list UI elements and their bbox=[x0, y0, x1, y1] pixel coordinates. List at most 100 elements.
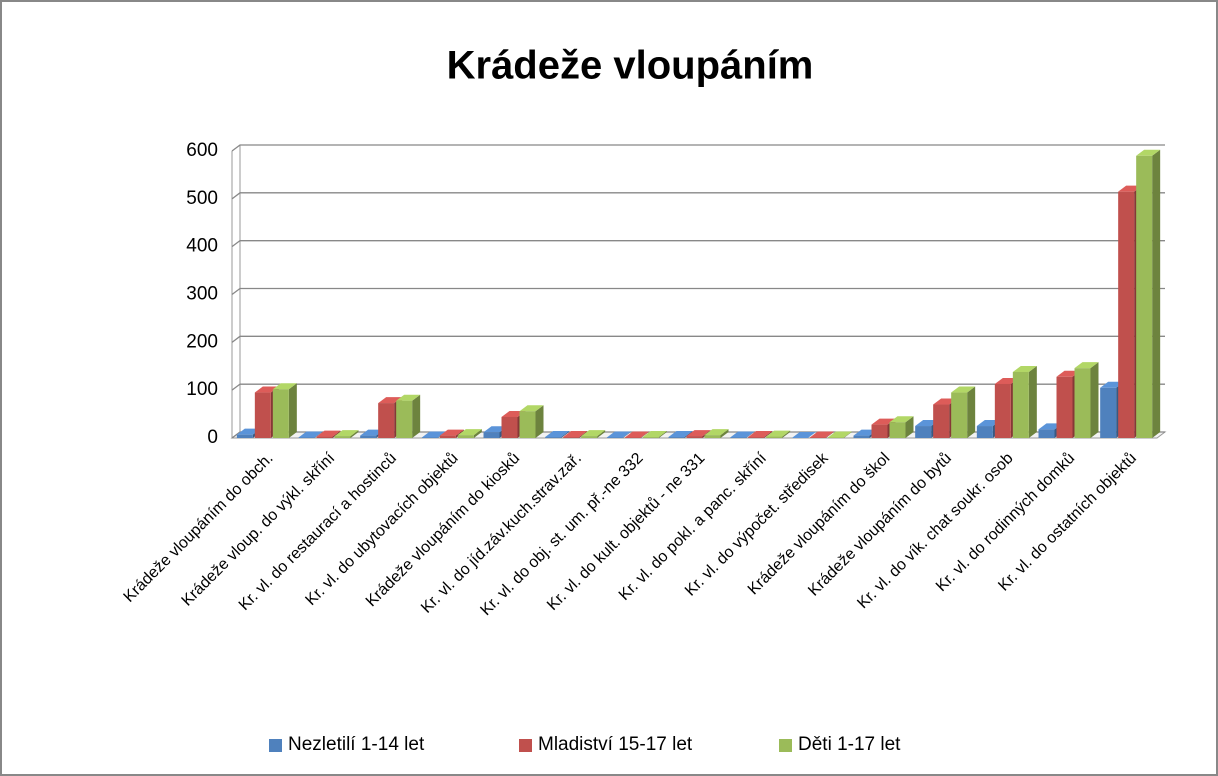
bar-group bbox=[704, 429, 729, 438]
bar-top bbox=[396, 394, 421, 401]
y-tick-label: 400 bbox=[186, 236, 218, 257]
bar-top bbox=[951, 386, 976, 393]
bar-top bbox=[809, 431, 834, 438]
bar-top bbox=[730, 431, 755, 438]
bar-group bbox=[1074, 362, 1099, 438]
bar-group bbox=[809, 431, 834, 438]
bar-top bbox=[686, 430, 711, 437]
grid-line bbox=[231, 431, 1165, 439]
y-tick-label: 300 bbox=[186, 284, 218, 305]
bar-side bbox=[720, 429, 729, 438]
bar-side bbox=[905, 416, 914, 438]
bar-top bbox=[766, 430, 791, 437]
bar bbox=[457, 435, 474, 438]
bar-side bbox=[597, 430, 606, 438]
bar-top bbox=[624, 431, 649, 438]
bar bbox=[976, 426, 993, 438]
bar-side bbox=[843, 431, 852, 438]
bar-top bbox=[1074, 362, 1099, 369]
bar bbox=[871, 424, 888, 438]
bar-top bbox=[704, 429, 729, 436]
bar-top bbox=[519, 405, 544, 412]
bar-group bbox=[642, 431, 667, 438]
legend-swatch bbox=[779, 739, 792, 752]
bar-side bbox=[640, 431, 649, 438]
bar-group bbox=[1012, 365, 1037, 438]
legend-swatch bbox=[519, 739, 532, 752]
bar bbox=[439, 435, 456, 438]
bar-group bbox=[396, 394, 421, 438]
bar-top bbox=[748, 431, 773, 438]
bar bbox=[994, 383, 1011, 438]
bar-top bbox=[334, 430, 359, 437]
bar bbox=[254, 392, 271, 438]
bar bbox=[236, 434, 253, 438]
grid-line bbox=[231, 192, 1165, 200]
bar-group bbox=[272, 383, 297, 438]
bar-side bbox=[412, 394, 421, 438]
bar-top bbox=[316, 430, 341, 437]
bar-group bbox=[298, 431, 323, 438]
bar-side bbox=[535, 405, 544, 438]
bar-group bbox=[545, 431, 570, 438]
bar-top bbox=[668, 431, 693, 438]
bar bbox=[704, 435, 721, 438]
bar-side bbox=[967, 386, 976, 438]
bar bbox=[642, 437, 659, 438]
bar-top bbox=[1136, 149, 1161, 156]
bar bbox=[1100, 387, 1117, 438]
bar-top bbox=[439, 429, 464, 436]
bar-group bbox=[951, 386, 976, 438]
y-tick-label: 0 bbox=[207, 427, 218, 448]
bar bbox=[396, 400, 413, 438]
bar bbox=[334, 436, 351, 438]
bar bbox=[1038, 429, 1055, 438]
bar-top bbox=[791, 432, 816, 438]
bar-top bbox=[1012, 365, 1037, 372]
bar-top bbox=[606, 431, 631, 438]
bar-group bbox=[791, 432, 816, 438]
bar-side bbox=[1152, 149, 1161, 439]
bar bbox=[545, 437, 562, 438]
y-tick-label: 200 bbox=[186, 331, 218, 352]
bar-side bbox=[622, 431, 631, 438]
bar bbox=[483, 432, 500, 438]
bar bbox=[581, 436, 598, 438]
bar bbox=[1136, 155, 1153, 439]
legend-label: Mladiství 15-17 let bbox=[538, 734, 693, 755]
grid-line bbox=[231, 240, 1165, 248]
y-tick-label: 600 bbox=[186, 140, 218, 161]
bar-top bbox=[272, 383, 297, 390]
y-tick-label: 500 bbox=[186, 188, 218, 209]
bar bbox=[1118, 191, 1135, 438]
bar bbox=[563, 437, 580, 438]
bar-top bbox=[889, 416, 914, 423]
bar bbox=[748, 437, 765, 438]
bar-side bbox=[658, 431, 667, 438]
bar bbox=[501, 416, 518, 438]
bar-side bbox=[1090, 362, 1099, 438]
bar-side bbox=[350, 430, 359, 438]
bar bbox=[378, 403, 395, 438]
chart-title: Krádeže vloupáním bbox=[447, 44, 814, 88]
bar bbox=[915, 426, 932, 438]
y-tick-label: 100 bbox=[186, 379, 218, 400]
bar-top bbox=[457, 429, 482, 436]
bar-side bbox=[1028, 365, 1037, 438]
bar-group bbox=[606, 431, 631, 438]
bar-top bbox=[545, 431, 570, 438]
bar-group bbox=[889, 416, 914, 438]
bar bbox=[686, 436, 703, 438]
bar-side bbox=[764, 431, 773, 438]
bar-side bbox=[288, 383, 297, 438]
bar bbox=[889, 422, 906, 438]
legend-label: Nezletilí 1-14 let bbox=[288, 734, 425, 755]
bar-group bbox=[457, 429, 482, 438]
bar-side bbox=[314, 431, 323, 438]
bar bbox=[1012, 371, 1029, 438]
grid-line bbox=[231, 383, 1165, 391]
bar-top bbox=[581, 430, 606, 437]
bar-top bbox=[563, 431, 588, 438]
bar bbox=[1074, 368, 1091, 438]
